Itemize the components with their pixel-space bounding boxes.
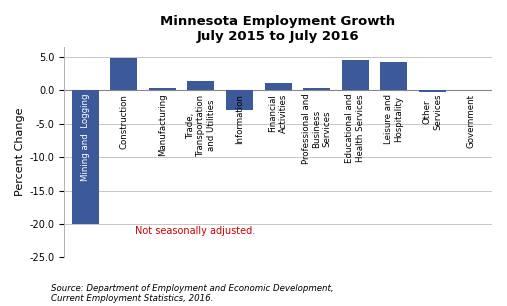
Text: Other
Services: Other Services [422,94,442,130]
Bar [265,83,292,90]
Text: Educational and
Health Services: Educational and Health Services [345,94,365,163]
Text: Leisure and
Hospitality: Leisure and Hospitality [384,94,404,144]
Text: Government: Government [466,94,475,148]
Bar [111,58,137,90]
Bar [226,90,253,110]
Bar [303,88,330,90]
Bar [342,60,369,90]
Text: Manufacturing: Manufacturing [158,94,167,156]
Y-axis label: Percent Change: Percent Change [15,108,25,196]
Text: Source: Department of Employment and Economic Development,
Current Employment St: Source: Department of Employment and Eco… [51,284,333,303]
Bar [380,62,407,90]
Text: Trade,
Transportation
and Utilities: Trade, Transportation and Utilities [186,94,216,156]
Text: Information: Information [235,94,244,144]
Text: Not seasonally adjusted.: Not seasonally adjusted. [135,226,256,236]
Bar [71,90,99,224]
Text: Professional and
Business
Services: Professional and Business Services [302,94,332,165]
Title: Minnesota Employment Growth
July 2015 to July 2016: Minnesota Employment Growth July 2015 to… [160,15,395,43]
Bar [188,81,214,90]
Text: Mining and  Logging: Mining and Logging [81,94,90,181]
Text: Construction: Construction [119,94,128,149]
Bar [149,88,176,90]
Text: Financial
Activities: Financial Activities [268,94,287,133]
Bar [419,90,446,92]
